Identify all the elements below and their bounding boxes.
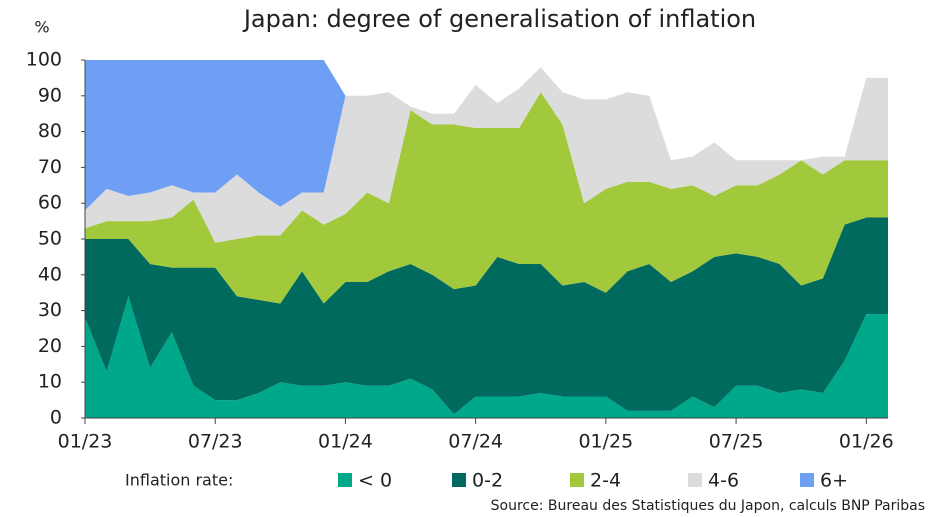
legend-swatch (570, 473, 584, 487)
legend-title: Inflation rate: (125, 471, 233, 490)
legend-label: 6+ (820, 470, 848, 492)
source: Source: Bureau des Statistiques du Japon… (491, 498, 925, 514)
area (85, 296, 888, 418)
legend-label: 2-4 (590, 470, 621, 492)
chart-title: Japan: degree of generalisation of infla… (242, 5, 756, 33)
y-tick-label: 50 (38, 228, 62, 250)
y-tick-label: 30 (38, 299, 62, 321)
x-tick-label: 01/24 (318, 431, 373, 453)
x-tick-label: 07/24 (448, 431, 503, 453)
y-tick-label: 100 (26, 49, 62, 71)
legend-swatch (688, 473, 702, 487)
y-axis-label: % (34, 18, 49, 37)
y-tick-label: 0 (50, 407, 62, 429)
area (85, 92, 888, 304)
legend-label: < 0 (358, 470, 392, 492)
y-tick-label: 40 (38, 263, 62, 285)
x-tick-label: 01/23 (58, 431, 113, 453)
legend-swatch (338, 473, 352, 487)
legend-label: 0-2 (472, 470, 503, 492)
y-tick-label: 70 (38, 156, 62, 178)
y-tick-label: 10 (38, 371, 62, 393)
area (85, 217, 888, 415)
area (85, 60, 888, 211)
legend-label: 4-6 (708, 470, 739, 492)
x-tick-label: 07/23 (188, 431, 243, 453)
x-tick-label: 01/25 (578, 431, 633, 453)
area (85, 67, 888, 243)
y-tick-label: 80 (38, 120, 62, 142)
y-tick-label: 60 (38, 192, 62, 214)
x-tick-label: 07/25 (709, 431, 764, 453)
legend-swatch (800, 473, 814, 487)
legend-swatch (452, 473, 466, 487)
y-tick-label: 20 (38, 335, 62, 357)
x-tick-label: 01/26 (839, 431, 894, 453)
y-tick-label: 90 (38, 84, 62, 106)
